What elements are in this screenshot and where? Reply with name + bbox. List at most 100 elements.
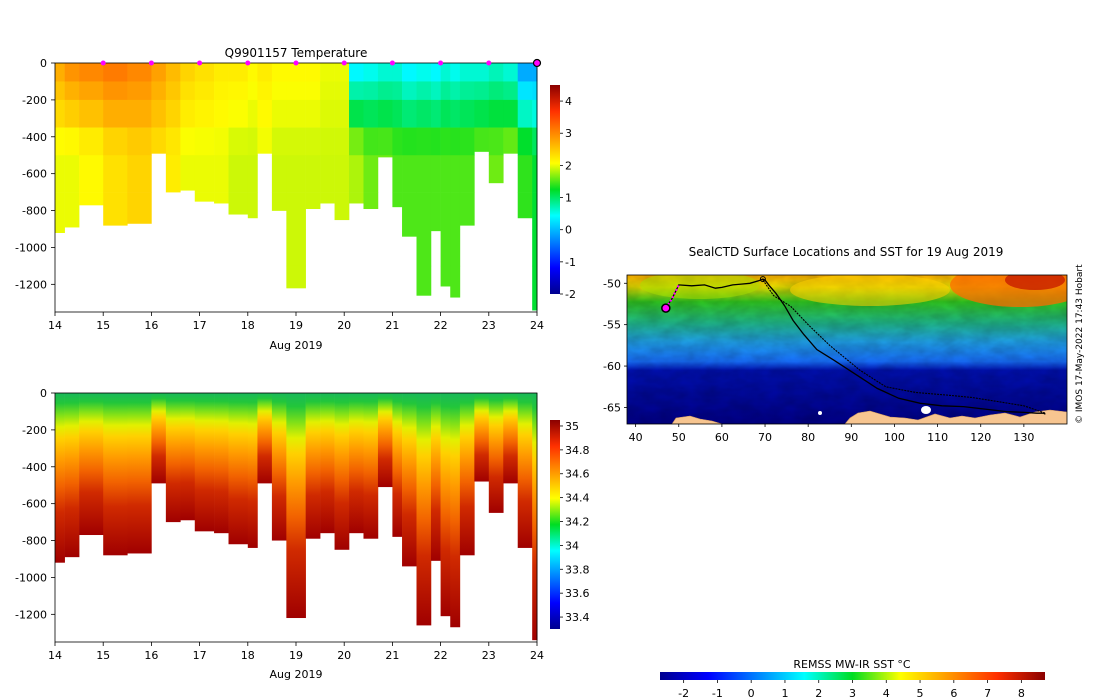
temperature-cell	[488, 99, 504, 128]
temperature-cell	[430, 155, 441, 193]
temperature-cell	[247, 192, 258, 219]
temperature-cell	[363, 63, 379, 82]
salinity-profile	[402, 393, 417, 567]
salinity-profile	[214, 393, 229, 534]
temperature-cell	[305, 63, 321, 82]
temperature-cell	[64, 192, 80, 228]
temperature-cell	[271, 192, 287, 211]
salinity-profile	[363, 393, 379, 539]
temperature-cell	[228, 192, 249, 215]
latest-position-marker	[661, 303, 671, 313]
temperature-cell	[320, 155, 335, 193]
temperature-cell	[349, 99, 364, 128]
temperature-cell	[305, 127, 321, 156]
temperature-cell	[228, 155, 249, 193]
y-tick-label: -55	[603, 319, 621, 332]
salinity-profile	[517, 393, 533, 548]
colorbar-tick-label: 7	[984, 687, 991, 700]
salinity-profile	[151, 393, 167, 484]
temperature-cell	[64, 127, 80, 156]
temperature-cell	[79, 155, 104, 193]
salinity-profile	[165, 393, 181, 523]
x-tick-label: 21	[385, 319, 399, 332]
island-patch	[921, 406, 931, 414]
salinity-colorbar-ticks: 35 34.8 34.6 34.4 34.2 34 33.8 33.6 33.4	[560, 420, 590, 624]
temperature-cell	[377, 127, 393, 156]
temperature-cell	[377, 63, 393, 82]
x-tick-label: 100	[884, 431, 905, 444]
temperature-cell	[257, 127, 273, 154]
temperature-cell	[194, 192, 215, 202]
salinity-profile	[503, 393, 519, 484]
colorbar-tick-label: 3	[565, 127, 572, 140]
temperature-cell	[450, 192, 461, 230]
temperature-cell	[214, 63, 229, 82]
x-tick-label: 24	[530, 319, 544, 332]
temperature-cell	[334, 81, 350, 101]
temperature-cell	[214, 99, 229, 128]
temperature-cell	[503, 63, 519, 82]
x-tick-label: 18	[241, 319, 255, 332]
temperature-cell	[450, 265, 461, 298]
temperature-cell	[127, 63, 152, 82]
salinity-profile	[392, 393, 403, 537]
y-tick-label: -800	[22, 205, 47, 218]
temperature-cell	[459, 99, 475, 128]
colorbar-tick-label: 2	[815, 687, 822, 700]
temperature-cell	[127, 99, 152, 128]
temperature-cell	[532, 127, 538, 156]
track-line-return	[762, 279, 1046, 414]
y-tick-label: -1000	[15, 571, 47, 584]
temperature-cell	[349, 127, 364, 156]
temperature-cell	[286, 265, 306, 289]
temperature-cell	[430, 81, 441, 101]
temperature-cell	[334, 155, 350, 193]
colorbar-tick-label: 34.2	[565, 516, 590, 529]
temperature-cell	[194, 63, 215, 82]
x-tick-label: 16	[144, 319, 158, 332]
salinity-profile	[532, 393, 538, 641]
temperature-colorbar	[550, 85, 560, 294]
salinity-profile	[320, 393, 335, 534]
temperature-cell	[180, 63, 196, 82]
sst-colorbar-ticks: -2 -1 0 1 2 3 4 5 6 7 8	[678, 680, 1025, 700]
map-frame	[626, 274, 1068, 425]
temperature-cell	[517, 192, 533, 219]
island-patch-small	[818, 411, 822, 415]
temperature-cell	[363, 81, 379, 101]
temperature-cell	[55, 99, 65, 128]
temperature-cell	[257, 81, 273, 101]
temperature-section-cells	[55, 63, 538, 311]
temperature-cell	[271, 127, 287, 156]
temperature-cell	[320, 192, 335, 204]
temperature-cell	[503, 127, 519, 154]
y-tick-label: -400	[22, 131, 47, 144]
temperature-cell	[103, 99, 128, 128]
temperature-cell	[64, 63, 80, 82]
y-tick-label: -600	[22, 168, 47, 181]
temperature-cell	[440, 265, 451, 287]
temperature-cell	[151, 63, 167, 82]
temperature-cell	[334, 63, 350, 82]
salinity-xlabel: Aug 2019	[270, 668, 323, 681]
x-tick-label: 40	[629, 431, 643, 444]
recent-track	[664, 284, 680, 309]
temperature-cell	[517, 127, 533, 156]
salinity-profile	[450, 393, 461, 628]
temperature-cell	[392, 155, 403, 193]
temperature-cell	[377, 99, 393, 128]
temperature-cell	[305, 99, 321, 128]
temperature-cell	[214, 155, 229, 193]
temperature-cell	[440, 63, 451, 82]
salinity-x-ticks: 14 15 16 17 18 19 20 21 22 23 24	[48, 642, 544, 662]
temperature-cell	[532, 81, 538, 101]
temperature-cell	[334, 192, 350, 221]
temperature-cell	[416, 127, 432, 156]
salinity-profile	[180, 393, 196, 521]
temperature-cell	[440, 229, 451, 267]
salinity-profile	[440, 393, 451, 617]
temperature-cell	[55, 127, 65, 156]
temperature-cell	[103, 192, 128, 226]
temperature-cell	[64, 99, 80, 128]
y-tick-label: -800	[22, 535, 47, 548]
